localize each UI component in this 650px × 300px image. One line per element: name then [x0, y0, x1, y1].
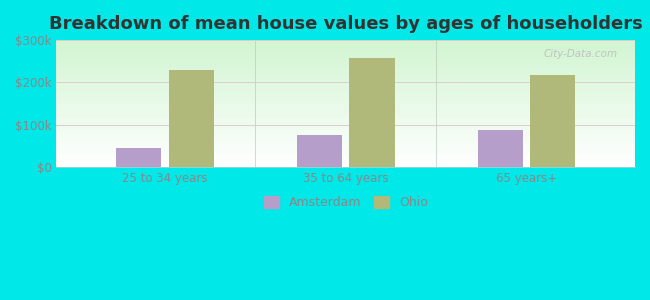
- Bar: [168, 70, 214, 167]
- Bar: [478, 130, 523, 167]
- Bar: [530, 75, 575, 167]
- Bar: [297, 136, 342, 167]
- Legend: Amsterdam, Ohio: Amsterdam, Ohio: [259, 191, 433, 214]
- Text: City-Data.com: City-Data.com: [543, 49, 618, 59]
- Bar: [349, 58, 395, 167]
- Title: Breakdown of mean house values by ages of householders: Breakdown of mean house values by ages o…: [49, 15, 643, 33]
- Bar: [116, 148, 161, 167]
